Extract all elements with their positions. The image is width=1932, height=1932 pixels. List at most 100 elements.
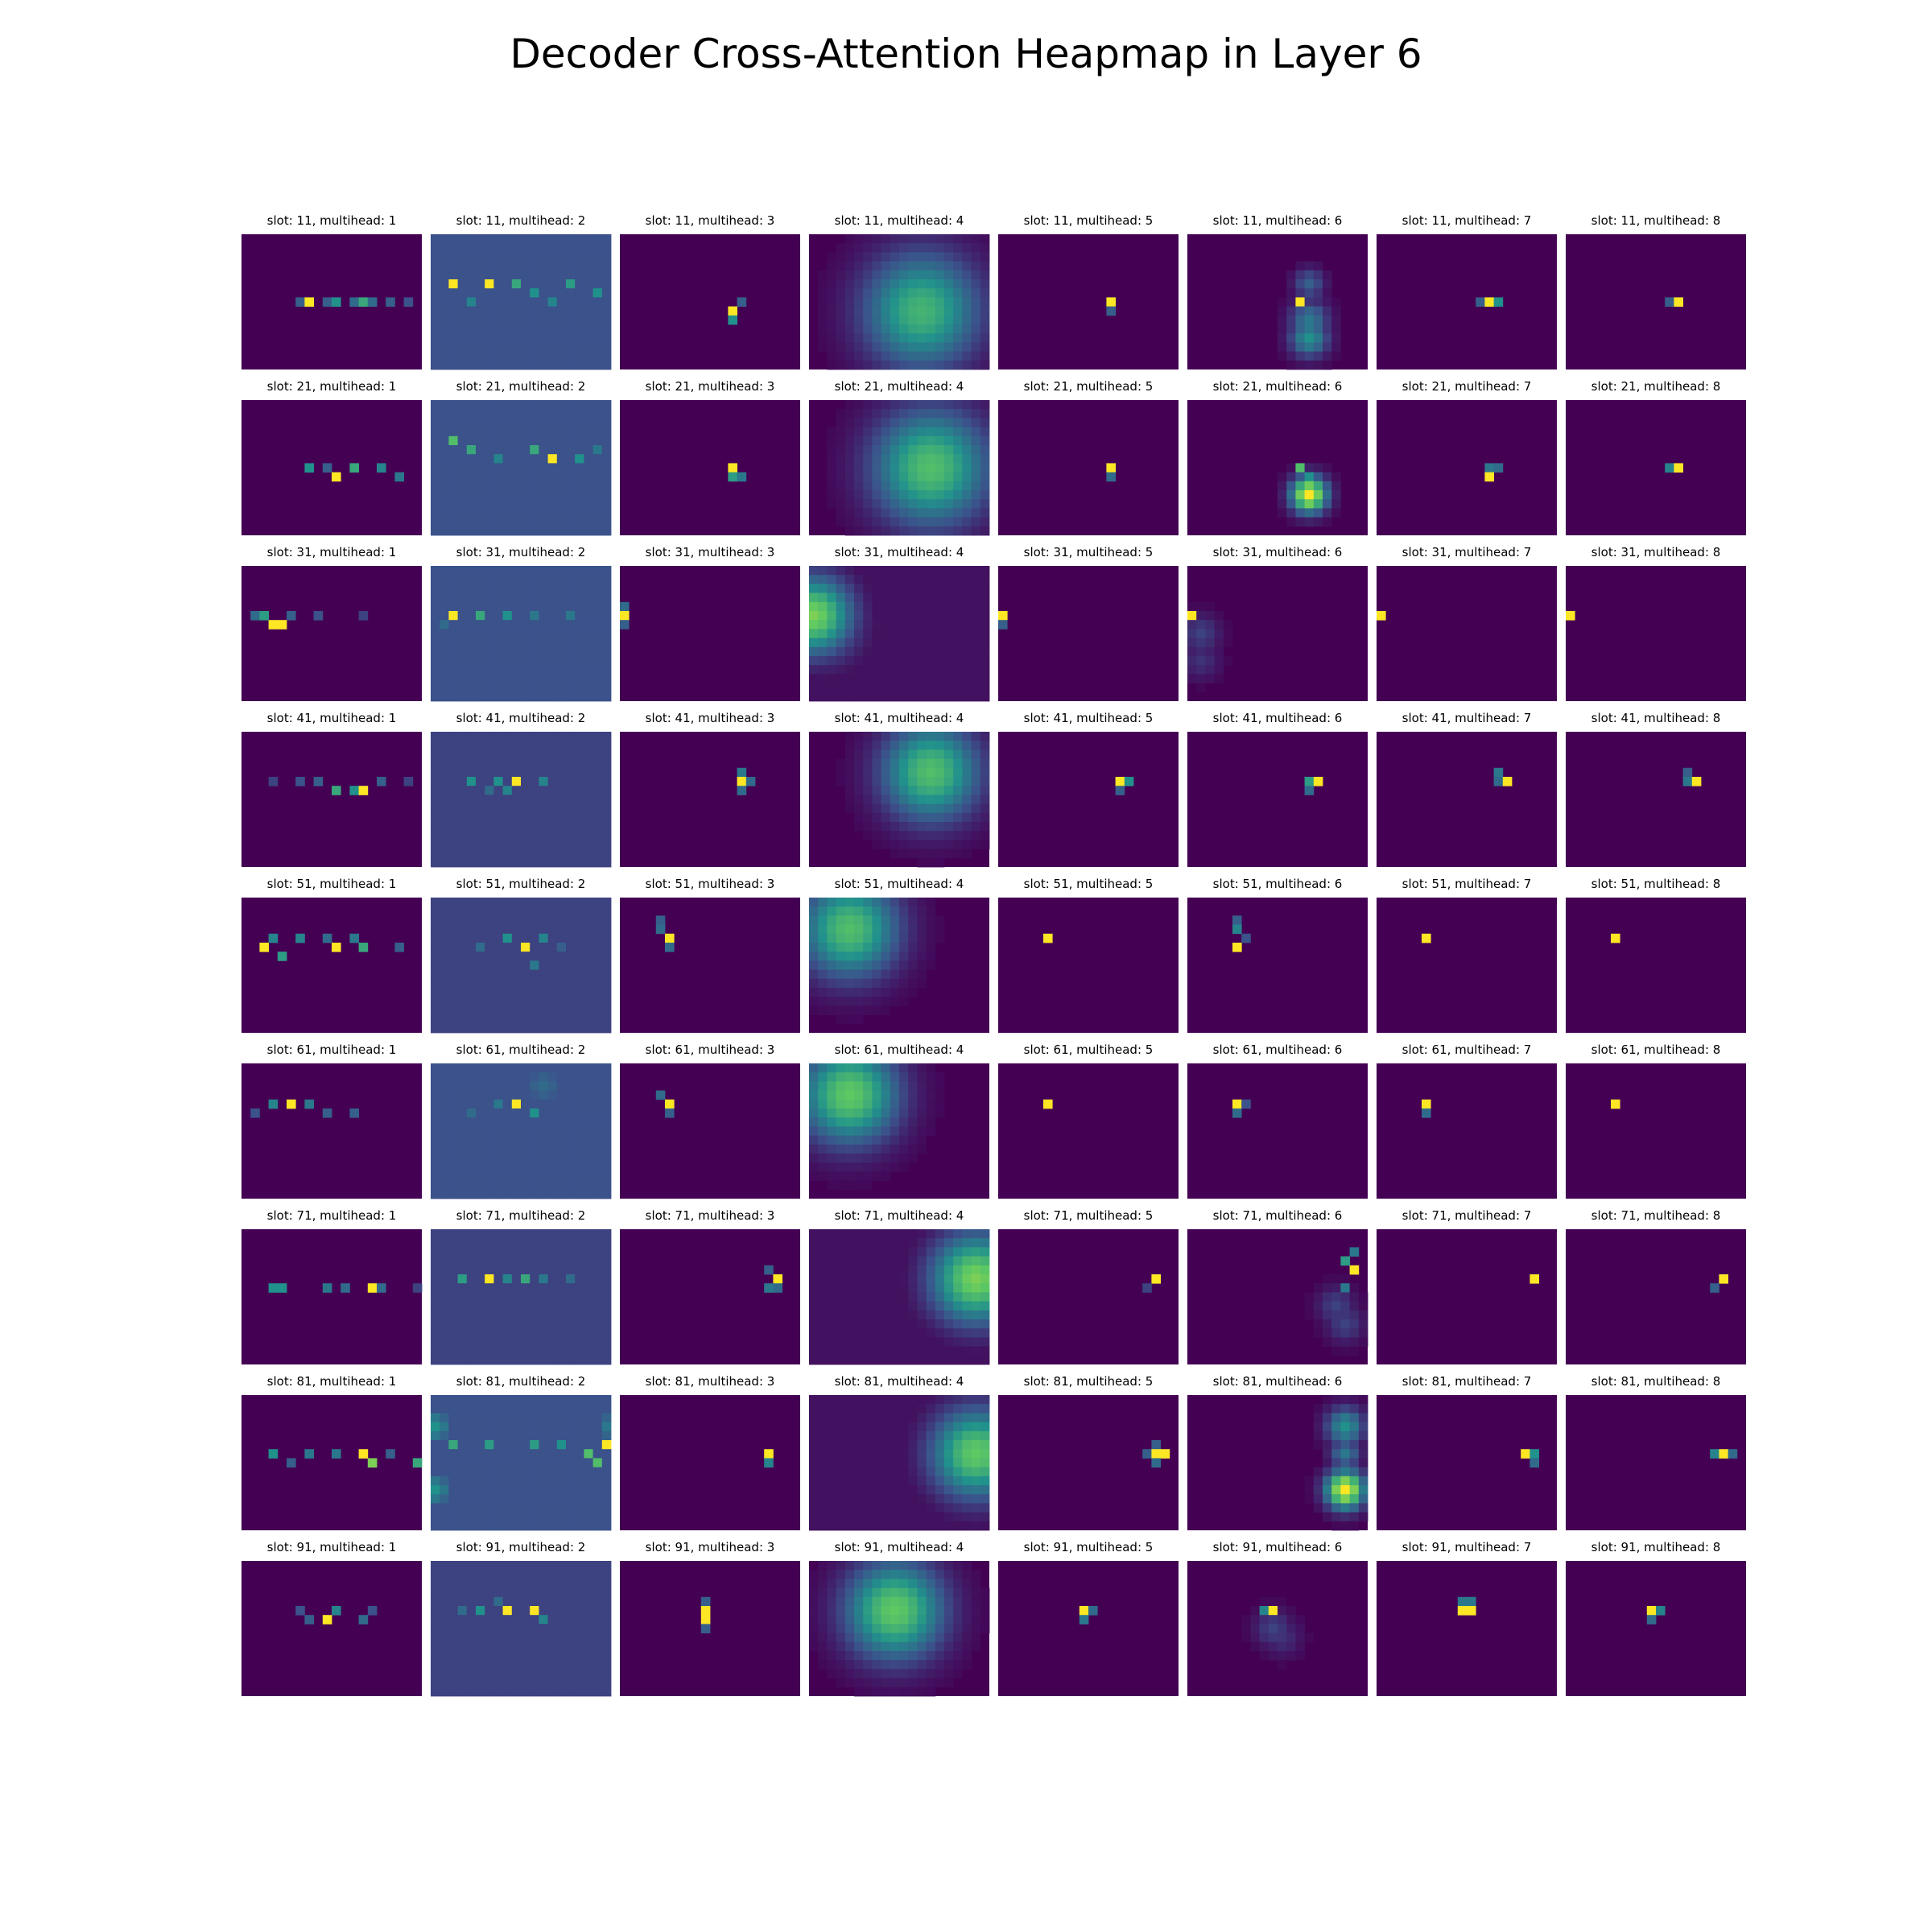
heatmap-cell <box>457 1328 468 1338</box>
heatmap-cell <box>917 445 927 455</box>
heatmap-cell <box>1323 1337 1332 1347</box>
heatmap-cell <box>485 629 494 638</box>
heatmap-cell <box>601 997 612 1006</box>
heatmap-cell <box>584 906 593 916</box>
heatmap-cell <box>926 575 936 584</box>
heatmap-cell <box>926 952 936 961</box>
heatmap-cell <box>926 243 936 253</box>
heatmap-cell <box>592 1189 603 1199</box>
heatmap-cell <box>448 777 458 786</box>
heatmap-cell <box>448 499 458 509</box>
heatmap-cell <box>521 409 530 419</box>
heatmap-cell <box>466 526 477 536</box>
heatmap-cell <box>872 924 881 935</box>
heatmap-cell <box>953 297 963 307</box>
heatmap-cell <box>521 1283 530 1293</box>
heatmap-panel-slot-21-head-3: slot: 21, multihead: 3 <box>620 379 800 535</box>
heatmap-cell <box>844 454 855 464</box>
heatmap-cell <box>575 691 584 702</box>
heatmap-cell <box>547 499 558 509</box>
heatmap-cell <box>485 1521 494 1531</box>
heatmap-cell <box>485 418 494 427</box>
heatmap-cell <box>440 1337 449 1347</box>
heatmap-cell <box>1323 351 1332 361</box>
heatmap-cell <box>448 1521 458 1531</box>
heatmap-cell <box>539 1108 548 1118</box>
heatmap-cell <box>485 978 494 989</box>
heatmap-cell <box>431 758 440 769</box>
heatmap-cell <box>485 1014 494 1025</box>
heatmap-cell <box>980 427 990 437</box>
heatmap-cell <box>971 409 981 419</box>
heatmap-cell <box>899 351 909 361</box>
heatmap-cell <box>971 243 981 253</box>
heatmap-cell <box>511 943 522 952</box>
heatmap-cell <box>539 400 548 410</box>
heatmap-cell <box>881 1256 891 1266</box>
heatmap-cell <box>926 812 936 823</box>
heatmap-cell <box>485 638 494 648</box>
heatmap-cell <box>737 767 747 778</box>
heatmap-cell <box>1665 297 1674 307</box>
heatmap-cell <box>844 629 855 638</box>
heatmap-cell <box>592 1310 603 1320</box>
heatmap-cell <box>854 409 864 419</box>
heatmap-cell <box>547 1422 558 1432</box>
heatmap-cell <box>854 674 864 683</box>
heatmap-cell <box>431 960 440 970</box>
heatmap-cell <box>836 454 846 464</box>
heatmap-cell <box>953 758 963 769</box>
heatmap-cell <box>547 741 558 750</box>
heatmap-cell <box>547 767 558 778</box>
heatmap-cell <box>440 306 449 316</box>
heatmap-cell <box>854 1247 864 1257</box>
heatmap-cell <box>502 427 513 437</box>
heatmap-cell <box>448 629 458 638</box>
heatmap-cell <box>601 243 612 253</box>
heatmap-cell <box>601 1521 612 1531</box>
heatmap-cell <box>899 306 909 316</box>
heatmap-cell <box>827 342 836 352</box>
heatmap-cell <box>448 601 458 612</box>
heatmap-cell <box>431 1319 440 1329</box>
heatmap-cell <box>476 1108 485 1118</box>
heatmap-cell <box>926 620 936 630</box>
heatmap-cell <box>539 1099 548 1109</box>
heatmap-cell <box>485 1063 494 1073</box>
heatmap-cell <box>917 1319 927 1329</box>
heatmap-cell <box>601 1485 612 1495</box>
heatmap-cell <box>899 1162 909 1172</box>
heatmap-cell <box>926 831 936 840</box>
heatmap-cell <box>502 566 513 576</box>
heatmap-cell <box>584 952 593 961</box>
heatmap-cell <box>448 795 458 804</box>
heatmap-cell <box>836 463 846 473</box>
heatmap-cell <box>863 1413 873 1422</box>
heatmap-cell <box>1304 1310 1315 1320</box>
heatmap-cell <box>899 601 909 612</box>
heatmap-cell <box>890 418 900 427</box>
heatmap-cell <box>485 1413 494 1422</box>
heatmap-panel-slot-51-head-4: slot: 51, multihead: 4 <box>809 877 989 1033</box>
heatmap-cell <box>844 575 855 584</box>
heatmap-cell <box>601 812 612 823</box>
heatmap-cell <box>476 481 485 491</box>
heatmap-cell <box>1286 463 1296 473</box>
heatmap-cell <box>1331 1422 1341 1432</box>
heatmap-cell <box>917 1229 927 1239</box>
heatmap-cell <box>601 1154 612 1163</box>
heatmap-cell <box>502 758 513 769</box>
heatmap-cell <box>476 831 485 840</box>
heatmap-cell <box>575 1494 584 1504</box>
heatmap-cell <box>827 1458 836 1468</box>
heatmap-cell <box>844 646 855 657</box>
heatmap-cell <box>322 1283 332 1293</box>
heatmap-cell <box>377 1283 386 1293</box>
heatmap-cell <box>1323 342 1332 352</box>
heatmap-cell <box>863 1467 873 1477</box>
heatmap-cell <box>980 767 990 778</box>
heatmap-cell <box>521 499 530 509</box>
heatmap-cell <box>1313 279 1323 289</box>
heatmap-cell <box>466 1512 477 1522</box>
heatmap-cell <box>493 526 503 536</box>
